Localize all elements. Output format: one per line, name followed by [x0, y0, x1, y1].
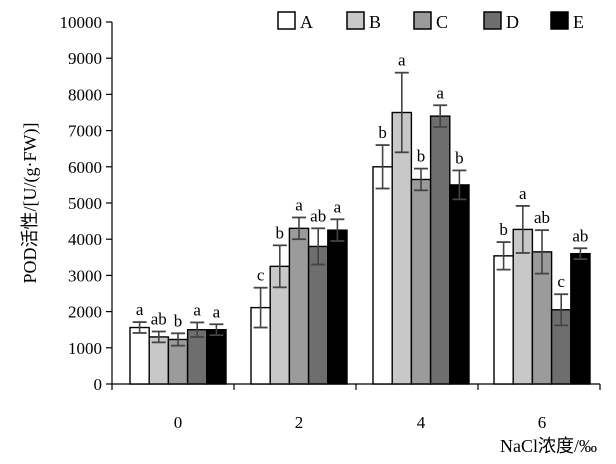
significance-letter: b	[455, 148, 464, 167]
bar-A-6	[493, 255, 514, 385]
y-tick-label: 2000	[68, 303, 102, 322]
error-bars	[132, 71, 588, 347]
legend-entry-A: A	[277, 11, 313, 32]
x-tick-label: 2	[295, 413, 304, 432]
significance-letter: a	[193, 300, 201, 319]
legend-label: E	[573, 12, 584, 32]
error-bar	[292, 216, 306, 241]
error-bar	[190, 321, 205, 338]
x-axis-title: NaCl浓度/‰	[500, 436, 597, 456]
significance-letter: a	[398, 51, 406, 70]
legend-label: B	[369, 12, 381, 32]
y-ticks: 0 1000 2000 3000 4000 5000 6000 7000 8000 9000 100…	[60, 13, 112, 394]
error-bar	[573, 247, 588, 261]
error-bar	[535, 229, 549, 275]
significance-letter: a	[519, 184, 527, 203]
y-tick-label: 9000	[68, 49, 102, 68]
legend-swatch	[550, 11, 569, 30]
error-bar	[171, 332, 185, 347]
significance-letter: ab	[310, 206, 326, 225]
significance-letter: c	[557, 272, 565, 291]
y-tick-label: 7000	[68, 122, 102, 141]
y-tick-label: 0	[94, 375, 103, 394]
error-bar	[394, 71, 409, 154]
significance-letter: a	[334, 197, 342, 216]
error-bar	[311, 227, 326, 266]
error-bar	[375, 144, 390, 190]
bar-B-4	[391, 111, 413, 385]
x-tick-label: 0	[174, 413, 183, 432]
bar-C-2	[288, 227, 310, 385]
significance-letter: ab	[572, 226, 588, 245]
legend-swatch	[346, 11, 365, 30]
significance-letter: ab	[534, 208, 550, 227]
significance-letter: b	[378, 123, 387, 142]
error-bar	[515, 204, 530, 254]
significance-letter: b	[276, 223, 285, 242]
error-bar	[330, 218, 345, 242]
significance-letter: b	[499, 220, 508, 239]
error-bar	[496, 241, 511, 271]
x-ticks: 0 2 4 6	[111, 384, 601, 432]
legend-label: C	[436, 12, 448, 32]
error-bar	[414, 167, 428, 192]
significance-letter: a	[295, 195, 303, 214]
bar-E-2	[327, 229, 348, 385]
error-bar	[554, 293, 569, 327]
bars	[129, 111, 591, 385]
legend-entry-B: B	[346, 11, 381, 32]
y-tick-label: 5000	[68, 194, 102, 213]
y-tick-label: 4000	[68, 230, 102, 249]
bar-D-2	[307, 245, 329, 385]
significance-letter: c	[257, 266, 265, 285]
error-bar	[452, 169, 467, 201]
legend: A B C D E	[277, 11, 584, 32]
error-bar	[132, 321, 147, 334]
significance-letter: b	[174, 311, 183, 330]
legend-entry-E: E	[550, 11, 584, 32]
bar-A-0	[129, 326, 150, 385]
y-tick-label: 6000	[68, 158, 102, 177]
bar-E-6	[570, 252, 591, 385]
legend-label: D	[506, 12, 519, 32]
y-tick-label: 3000	[68, 266, 102, 285]
x-tick-label: 6	[538, 413, 547, 432]
y-tick-label: 8000	[68, 85, 102, 104]
significance-letter: ab	[151, 310, 167, 329]
significance-letter: b	[417, 147, 426, 166]
y-tick-label: 10000	[60, 13, 103, 32]
legend-entry-D: D	[483, 11, 519, 32]
bar-C-4	[410, 178, 432, 385]
bar-E-4	[449, 184, 470, 385]
significance-letter: a	[213, 302, 221, 321]
bar-D-4	[429, 115, 451, 385]
bar-D-0	[186, 329, 208, 385]
legend-swatch	[483, 11, 502, 30]
error-bar	[253, 286, 268, 329]
significance-letter: a	[436, 83, 444, 102]
legend-label: A	[300, 12, 313, 32]
x-tick-label: 4	[417, 413, 426, 432]
y-tick-label: 1000	[68, 339, 102, 358]
legend-swatch	[277, 11, 296, 30]
error-bar	[433, 104, 448, 128]
error-bar	[272, 244, 287, 289]
legend-entry-C: C	[413, 11, 448, 32]
bar-B-0	[148, 336, 170, 385]
bar-E-0	[206, 329, 227, 385]
bar-A-4	[372, 166, 393, 385]
error-bar	[209, 323, 224, 337]
y-axis-title: POD活性/[U/(g·FW)]	[20, 123, 41, 284]
error-bar	[151, 330, 166, 344]
legend-swatch	[413, 11, 432, 30]
significance-letter: a	[136, 300, 144, 319]
